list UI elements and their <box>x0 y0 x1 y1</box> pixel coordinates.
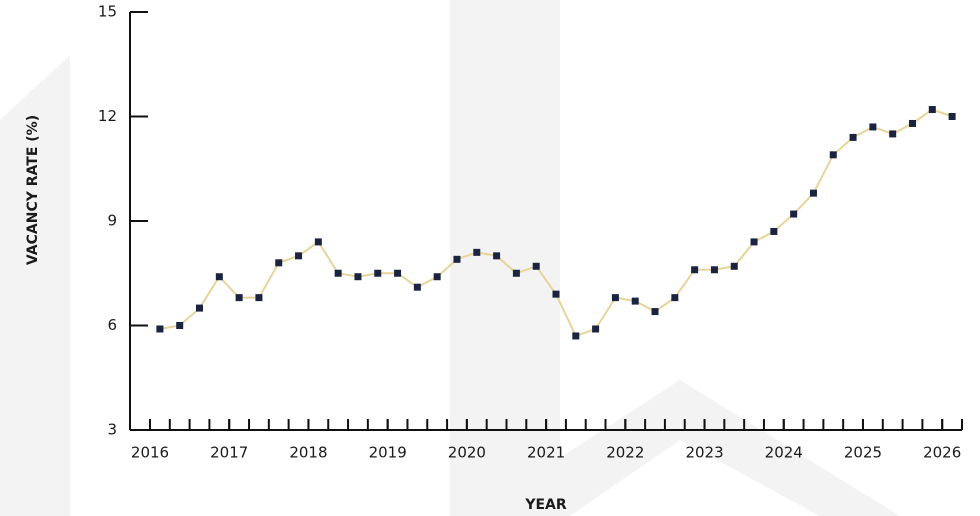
data-point <box>750 238 758 246</box>
data-point <box>829 151 837 159</box>
data-point <box>592 325 600 333</box>
data-point <box>790 210 798 218</box>
data-point <box>255 294 263 302</box>
data-point <box>928 106 936 114</box>
data-point <box>196 304 204 312</box>
x-tick-label: 2021 <box>527 444 565 462</box>
data-point <box>908 119 916 127</box>
data-point <box>413 283 421 291</box>
data-point <box>691 266 699 274</box>
data-point <box>215 273 223 281</box>
data-point <box>354 273 362 281</box>
x-tick-label: 2019 <box>369 444 407 462</box>
x-tick-label: 2022 <box>606 444 644 462</box>
data-point <box>295 252 303 260</box>
data-point <box>948 113 956 120</box>
watermark <box>0 0 900 516</box>
data-point <box>671 294 679 302</box>
y-tick-label: 15 <box>98 3 117 21</box>
data-point <box>730 262 738 270</box>
data-point <box>473 248 481 256</box>
x-tick-label: 2026 <box>923 444 961 462</box>
data-point <box>889 130 897 138</box>
x-tick-label: 2017 <box>210 444 248 462</box>
x-axis-title: YEAR <box>524 497 567 513</box>
data-point <box>512 269 520 277</box>
data-point <box>235 294 243 302</box>
x-tick-label: 2020 <box>448 444 486 462</box>
data-point <box>334 269 342 277</box>
data-point <box>374 269 382 277</box>
data-point <box>631 297 639 305</box>
data-point <box>849 133 857 141</box>
data-point <box>156 325 164 333</box>
y-tick-label: 9 <box>107 212 117 230</box>
data-point <box>651 308 659 316</box>
data-point <box>611 294 619 302</box>
data-point <box>453 255 461 263</box>
y-tick-label: 6 <box>107 316 117 334</box>
x-tick-label: 2016 <box>131 444 169 462</box>
data-point <box>394 269 402 277</box>
data-point <box>572 332 580 340</box>
y-axis-title: VACANCY RATE (%) <box>25 115 41 265</box>
data-point <box>770 227 778 235</box>
data-point <box>532 262 540 270</box>
data-point <box>493 252 501 260</box>
x-tick-label: 2018 <box>289 444 327 462</box>
data-point <box>710 266 718 274</box>
data-point <box>176 322 184 329</box>
x-tick-label: 2025 <box>844 444 882 462</box>
x-tick-label: 2023 <box>685 444 723 462</box>
data-point <box>809 189 817 197</box>
data-point <box>869 123 877 131</box>
data-point <box>433 273 441 281</box>
data-point <box>275 259 283 267</box>
x-tick-label: 2024 <box>765 444 803 462</box>
data-point <box>552 290 560 298</box>
y-tick-label: 12 <box>98 107 117 125</box>
data-point <box>314 238 322 246</box>
y-tick-label: 3 <box>107 421 117 439</box>
